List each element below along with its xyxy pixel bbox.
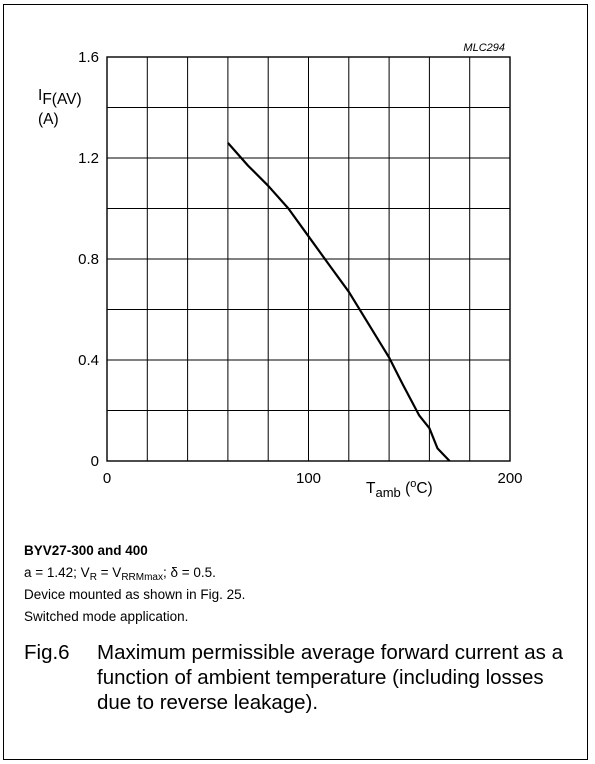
x-tick-labels: 0 100 200 xyxy=(103,470,523,487)
x-axis-unit-close: C) xyxy=(416,480,432,497)
cond-rrm-sub: RRMmax xyxy=(121,572,163,583)
cond-delta: ; δ = 0.5. xyxy=(162,565,216,580)
condition-line-2: Device mounted as shown in Fig. 25. xyxy=(24,587,246,602)
condition-line-1: a = 1.42; VR = VRRMmax; δ = 0.5. xyxy=(24,565,216,583)
y-tick-labels: 0 0.4 0.8 1.2 1.6 xyxy=(78,49,99,470)
condition-line-3: Switched mode application. xyxy=(24,609,189,624)
y-axis-label-main: I xyxy=(38,87,42,104)
x-axis-unit-open: ( xyxy=(401,480,411,497)
cond-a: a = 1.42; V xyxy=(24,565,90,580)
series-line xyxy=(227,142,451,462)
y-tick-label: 0.8 xyxy=(78,251,99,268)
x-axis-unit-sup: o xyxy=(410,478,416,490)
x-axis-label-main: T xyxy=(366,480,376,497)
figure-caption: Maximum permissible average forward curr… xyxy=(97,641,563,714)
device-name: BYV27-300 and 400 xyxy=(24,543,148,559)
x-tick-label: 200 xyxy=(497,470,522,487)
device-name-text: BYV27-300 and 400 xyxy=(24,543,148,558)
x-axis-label-sub: amb xyxy=(375,485,400,500)
cond-r-sub: R xyxy=(89,572,97,583)
y-tick-label: 1.6 xyxy=(78,49,99,66)
y-axis-label: IF(AV) xyxy=(38,87,82,108)
y-tick-label: 0.4 xyxy=(78,352,99,369)
cond-eq: = V xyxy=(96,565,122,580)
figure-number: Fig.6 xyxy=(24,641,70,664)
chart-code: MLC294 xyxy=(463,42,505,54)
x-tick-label: 100 xyxy=(296,470,321,487)
plot-area-border xyxy=(106,56,511,462)
y-axis-unit: (A) xyxy=(38,111,59,128)
y-axis-label-sub: F(AV) xyxy=(42,91,81,108)
chart: 00.40.81.21.6 0 100 200 MLC294 IF(AV) (A) … xyxy=(38,42,523,500)
x-tick-label: 0 xyxy=(103,470,111,487)
figure-frame xyxy=(3,4,588,760)
y-tick-label: 1.2 xyxy=(78,150,99,167)
y-tick-label: 0 xyxy=(91,453,99,470)
chart-grid xyxy=(107,57,510,461)
x-axis-label: Tamb (oC) xyxy=(366,478,433,500)
